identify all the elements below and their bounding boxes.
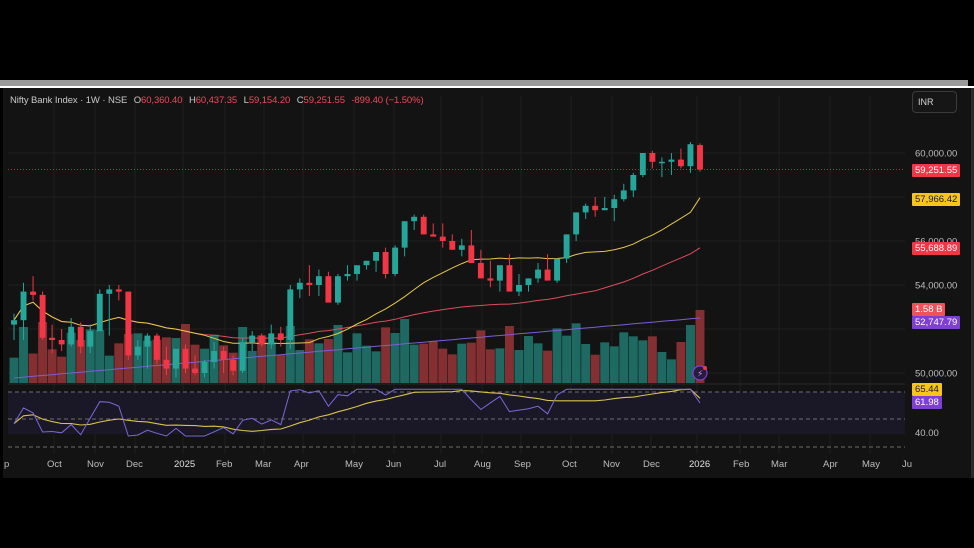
svg-text:⚡: ⚡ [697, 370, 703, 380]
time-label: Jul [434, 459, 447, 470]
symbol-name[interactable]: Nifty Bank Index [10, 95, 78, 106]
open-label: O [133, 95, 142, 106]
last-price-tag: 59,251.55 [912, 164, 961, 177]
time-label: Nov [603, 459, 620, 470]
time-label: Aug [474, 459, 491, 470]
ma-mid-tag: 55,688.89 [912, 242, 961, 255]
time-label: Ju [902, 459, 913, 470]
time-label: Feb [216, 459, 233, 470]
time-label: Apr [823, 459, 838, 470]
exchange: NSE [107, 95, 128, 106]
high-label: H [188, 95, 196, 106]
rsi-tag: 61.98 [912, 396, 942, 409]
notification-dot [703, 366, 707, 370]
letterbox-top [0, 0, 974, 80]
time-label: Feb [733, 459, 750, 470]
letterbox-bottom [0, 480, 974, 548]
close-value: 59,251.55 [303, 95, 345, 106]
time-label: p [4, 459, 10, 470]
time-label: Sep [514, 459, 531, 470]
rsi-ma-tag: 65.44 [912, 383, 942, 396]
time-label: Apr [294, 459, 309, 470]
time-label: Mar [255, 459, 272, 470]
time-label: Oct [47, 459, 62, 470]
ohlc-legend: Nifty Bank Index · 1W · NSE O60,360.40 H… [10, 95, 424, 106]
price-tick: 60,000.00 [915, 149, 957, 160]
low-label: L [243, 95, 249, 106]
price-tick: 50,000.00 [915, 369, 957, 380]
change-value: -899.40 (−1.50%) [351, 95, 424, 106]
time-label: May [345, 459, 363, 470]
time-label: Nov [87, 459, 104, 470]
rsi-tick: 40.00 [915, 428, 939, 439]
currency-button[interactable]: INR [912, 91, 957, 113]
volume-ma-tag: 52,747.79 [912, 316, 961, 329]
high-value: 60,437.35 [195, 95, 238, 106]
time-label: Dec [126, 459, 143, 470]
time-label: May [862, 459, 880, 470]
time-label: Jun [386, 459, 402, 470]
price-tick: 54,000.00 [915, 281, 957, 292]
divider [0, 86, 974, 88]
divider [0, 80, 968, 86]
open-value: 60,360.40 [141, 95, 183, 106]
time-label: Oct [562, 459, 577, 470]
volume-tag: 1.58 B [912, 303, 946, 316]
time-label: Dec [643, 459, 660, 470]
close-label: C [296, 95, 304, 106]
time-label: 2026 [689, 459, 711, 470]
low-value: 59,154.20 [248, 95, 291, 106]
ma-fast-tag: 57,966.42 [912, 193, 961, 206]
interval[interactable]: 1W [85, 95, 100, 106]
time-label: 2025 [174, 459, 196, 470]
time-label: Mar [771, 459, 788, 470]
